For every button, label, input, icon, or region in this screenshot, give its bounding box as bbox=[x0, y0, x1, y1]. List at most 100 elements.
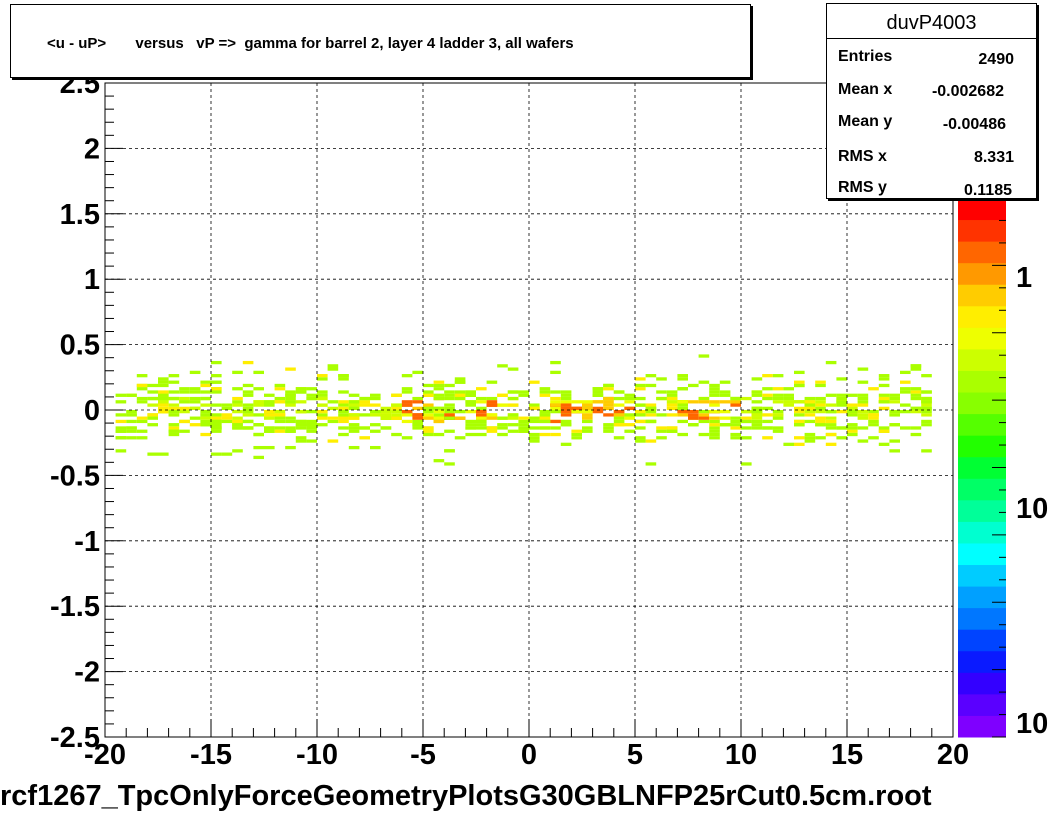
x-tick-label: 0 bbox=[521, 739, 537, 771]
heatmap-cell bbox=[200, 432, 211, 437]
heatmap-cell bbox=[317, 403, 328, 407]
heatmap-cell bbox=[295, 387, 307, 391]
heatmap-cell bbox=[900, 380, 911, 384]
heatmap-cell bbox=[847, 432, 858, 437]
heatmap-cell bbox=[423, 432, 434, 437]
heatmap-cell bbox=[465, 423, 476, 427]
colorbar-tick-label: 10 bbox=[1016, 708, 1048, 740]
heatmap-cell bbox=[444, 396, 455, 401]
heatmap-cell bbox=[666, 390, 678, 394]
heatmap-cell bbox=[126, 436, 137, 440]
x-tick-label: 5 bbox=[627, 739, 643, 771]
heatmap-cell bbox=[242, 390, 254, 394]
heatmap-cell bbox=[465, 403, 476, 407]
heatmap-cell bbox=[921, 419, 932, 424]
colorbar-swatch bbox=[958, 586, 1006, 609]
heatmap-cell bbox=[391, 406, 402, 410]
heatmap-cell bbox=[635, 436, 646, 440]
y-tick-label: 1.5 bbox=[60, 199, 100, 231]
heatmap-cell bbox=[900, 370, 911, 375]
heatmap-cell bbox=[688, 400, 699, 404]
heatmap-cell bbox=[115, 400, 127, 404]
heatmap-cell bbox=[635, 383, 646, 388]
heatmap-cell bbox=[274, 410, 286, 414]
heatmap-cell bbox=[285, 429, 296, 433]
heatmap-cell bbox=[221, 413, 233, 417]
heatmap-cell bbox=[338, 400, 349, 404]
heatmap-cell bbox=[550, 426, 561, 430]
heatmap-cell bbox=[200, 410, 211, 414]
heatmap-cell bbox=[317, 377, 328, 381]
x-tick-label: -5 bbox=[410, 739, 436, 771]
heatmap-cell bbox=[444, 410, 455, 414]
heatmap-cell bbox=[189, 400, 201, 404]
heatmap-cell bbox=[338, 410, 349, 414]
heatmap-cell bbox=[677, 413, 688, 417]
heatmap-cell bbox=[751, 416, 763, 420]
heatmap-cell bbox=[327, 400, 339, 404]
heatmap-cell bbox=[359, 400, 370, 404]
heatmap-cell bbox=[730, 426, 741, 430]
heatmap-cell bbox=[878, 442, 890, 446]
stats-divider bbox=[827, 38, 1036, 39]
heatmap-cell bbox=[603, 426, 614, 430]
heatmap-cell bbox=[507, 403, 519, 407]
heatmap-cell bbox=[338, 377, 349, 381]
heatmap-cell bbox=[221, 419, 233, 424]
heatmap-cell bbox=[285, 396, 296, 401]
heatmap-cell bbox=[179, 396, 190, 401]
stat-entries-label: Entries bbox=[838, 48, 893, 65]
heatmap-cell bbox=[582, 400, 593, 404]
heatmap-cell bbox=[211, 390, 222, 394]
colorbar-swatch bbox=[958, 693, 1006, 716]
colorbar-swatch bbox=[958, 413, 1006, 436]
heatmap-cell bbox=[158, 380, 169, 384]
colorbar-tick-label: 1 bbox=[1016, 262, 1032, 294]
heatmap-cell bbox=[264, 393, 275, 397]
heatmap-cell bbox=[401, 400, 413, 404]
heatmap-cell bbox=[211, 413, 222, 417]
heatmap-cell bbox=[825, 403, 837, 407]
heatmap-cell bbox=[730, 432, 741, 437]
heatmap-cell bbox=[741, 436, 752, 440]
heatmap-cell bbox=[200, 413, 211, 417]
y-tick-label: -1 bbox=[74, 526, 100, 558]
heatmap-cell bbox=[613, 436, 625, 440]
heatmap-cell bbox=[232, 426, 243, 430]
heatmap-cell bbox=[433, 416, 445, 420]
heatmap-cell bbox=[221, 406, 233, 410]
heatmap-cell bbox=[306, 410, 317, 414]
heatmap-cell bbox=[486, 400, 498, 404]
heatmap-cell bbox=[730, 419, 741, 424]
heatmap-cell bbox=[889, 439, 900, 443]
heatmap-cell bbox=[529, 406, 540, 410]
heatmap-cell bbox=[232, 410, 243, 414]
heatmap-cell bbox=[847, 393, 858, 397]
heatmap-cell bbox=[857, 396, 869, 401]
heatmap-cell bbox=[338, 416, 349, 420]
heatmap-cell bbox=[126, 393, 137, 397]
heatmap-cell bbox=[804, 413, 816, 417]
heatmap-cell bbox=[603, 429, 614, 433]
stat-mean-y-value: -0.00486 bbox=[942, 116, 1006, 133]
heatmap-cell bbox=[613, 390, 625, 394]
colorbar-swatch bbox=[958, 542, 1006, 566]
heatmap-cell bbox=[719, 393, 731, 397]
heatmap-cell bbox=[772, 393, 784, 397]
heatmap-cell bbox=[147, 396, 158, 401]
heatmap-cell bbox=[677, 419, 688, 424]
heatmap-cell bbox=[804, 403, 816, 407]
heatmap-cell bbox=[327, 406, 339, 410]
heatmap-cell bbox=[772, 416, 784, 420]
heatmap-cell bbox=[412, 423, 423, 427]
heatmap-cell bbox=[815, 400, 826, 404]
heatmap-cell bbox=[189, 423, 201, 427]
heatmap-cell bbox=[179, 390, 190, 394]
heatmap-cell bbox=[804, 410, 816, 414]
heatmap-cell bbox=[380, 416, 392, 420]
heatmap-cell bbox=[423, 426, 434, 430]
heatmap-cell bbox=[168, 403, 180, 407]
heatmap-cell bbox=[677, 377, 688, 381]
heatmap-cell bbox=[910, 396, 922, 401]
heatmap-cell bbox=[253, 423, 264, 427]
